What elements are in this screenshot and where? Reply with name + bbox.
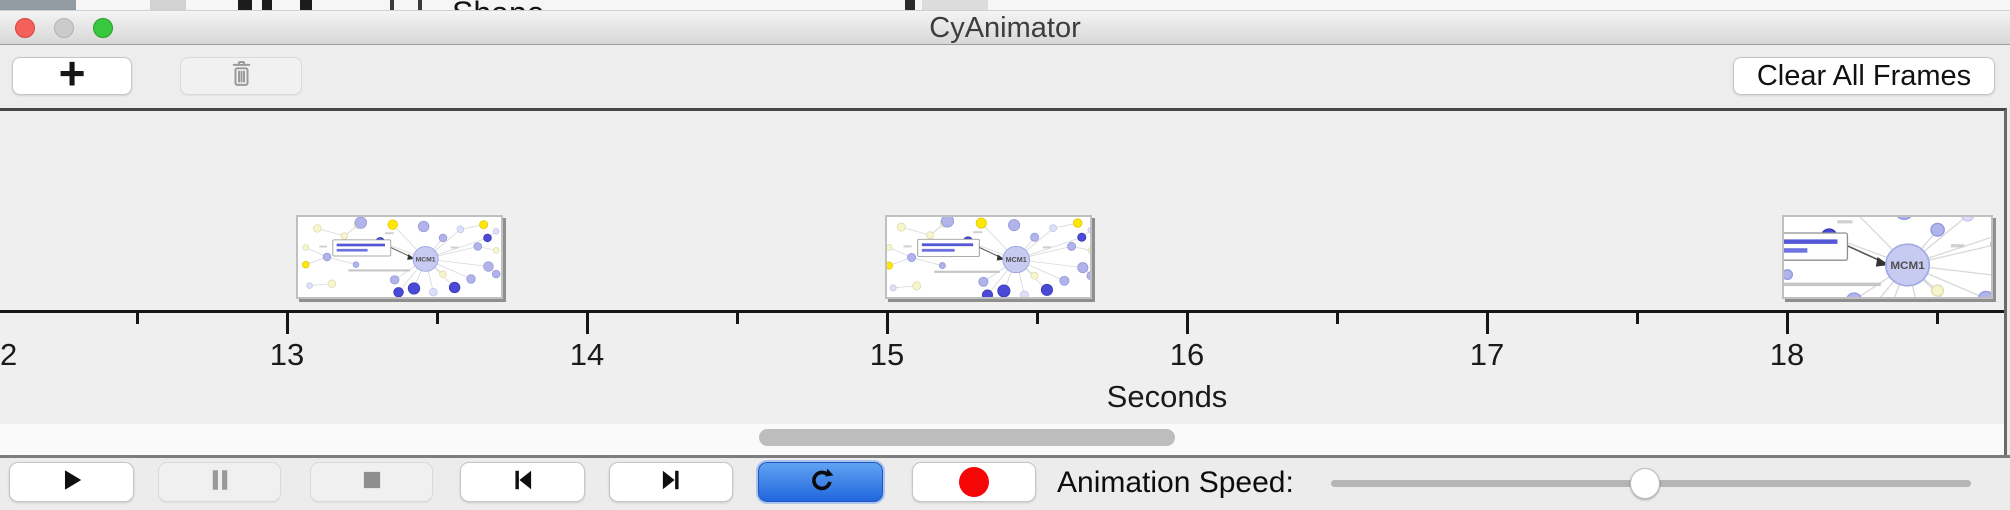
animation-speed-label: Animation Speed: bbox=[1057, 466, 1294, 499]
playback-bar: Animation Speed: bbox=[0, 458, 2010, 510]
skip-to-end-icon bbox=[658, 467, 684, 498]
minor-tick bbox=[1936, 313, 1939, 324]
background-fragment bbox=[238, 0, 252, 10]
background-fragment bbox=[905, 0, 915, 10]
timeline-panel[interactable]: 13 14 15 16 17 18 2 Seconds bbox=[0, 108, 2007, 455]
add-frame-button[interactable]: + bbox=[12, 50, 132, 96]
loop-button[interactable] bbox=[758, 462, 883, 502]
pause-icon bbox=[207, 467, 233, 498]
major-tick bbox=[1786, 313, 1789, 334]
loop-icon bbox=[807, 466, 835, 499]
pause-button[interactable] bbox=[158, 462, 281, 502]
background-fragment bbox=[300, 0, 312, 10]
background-fragment bbox=[0, 0, 76, 10]
record-icon bbox=[959, 467, 989, 497]
record-button[interactable] bbox=[912, 462, 1036, 502]
toolbar: + Clear All Frames bbox=[0, 46, 2010, 108]
timeline-axis bbox=[0, 310, 2004, 313]
frame-thumbnail[interactable] bbox=[885, 215, 1092, 299]
stop-icon bbox=[359, 467, 385, 498]
minor-tick bbox=[1036, 313, 1039, 324]
major-tick bbox=[886, 313, 889, 334]
minor-tick bbox=[436, 313, 439, 324]
delete-frame-button[interactable] bbox=[180, 57, 302, 95]
background-fragment bbox=[262, 0, 272, 10]
stop-button[interactable] bbox=[310, 462, 433, 502]
zoom-button[interactable] bbox=[93, 18, 113, 38]
frame-thumbnail[interactable] bbox=[296, 215, 503, 299]
tick-label-clipped: 2 bbox=[0, 337, 18, 372]
skip-to-start-icon bbox=[510, 467, 536, 498]
play-icon bbox=[59, 467, 85, 498]
frame-thumbnail[interactable] bbox=[1782, 215, 1993, 299]
timeline-scrollbar-track[interactable] bbox=[0, 424, 2004, 455]
tick-label: 14 bbox=[569, 337, 605, 372]
minor-tick bbox=[136, 313, 139, 324]
background-clipped-text: Shape bbox=[452, 0, 545, 10]
close-button[interactable] bbox=[15, 18, 35, 38]
background-fragment bbox=[390, 0, 394, 10]
tick-label: 17 bbox=[1469, 337, 1505, 372]
tick-label: 16 bbox=[1169, 337, 1205, 372]
tick-label: 18 bbox=[1769, 337, 1805, 372]
play-button[interactable] bbox=[9, 462, 134, 502]
background-fragment bbox=[922, 0, 988, 10]
tick-label: 13 bbox=[269, 337, 305, 372]
skip-to-start-button[interactable] bbox=[460, 462, 585, 502]
axis-unit-label: Seconds bbox=[1106, 379, 1228, 414]
window-title: CyAnimator bbox=[929, 12, 1081, 44]
minor-tick bbox=[1636, 313, 1639, 324]
titlebar: CyAnimator bbox=[0, 10, 2010, 45]
background-window-strip: Shape bbox=[0, 0, 2010, 10]
slider-thumb[interactable] bbox=[1630, 468, 1660, 499]
major-tick bbox=[286, 313, 289, 334]
skip-to-end-button[interactable] bbox=[609, 462, 733, 502]
minimize-button[interactable] bbox=[54, 18, 74, 38]
major-tick bbox=[1186, 313, 1189, 334]
clear-all-frames-button[interactable]: Clear All Frames bbox=[1733, 57, 1995, 95]
tick-label: 15 bbox=[869, 337, 905, 372]
major-tick bbox=[1486, 313, 1489, 334]
background-fragment bbox=[150, 0, 186, 10]
timeline-scrollbar-thumb[interactable] bbox=[759, 429, 1175, 446]
animation-speed-slider[interactable] bbox=[1331, 458, 1971, 510]
minor-tick bbox=[736, 313, 739, 324]
minor-tick bbox=[1336, 313, 1339, 324]
panel-divider bbox=[0, 455, 2010, 458]
background-fragment bbox=[418, 0, 422, 10]
major-tick bbox=[586, 313, 589, 334]
trash-icon bbox=[229, 60, 254, 92]
